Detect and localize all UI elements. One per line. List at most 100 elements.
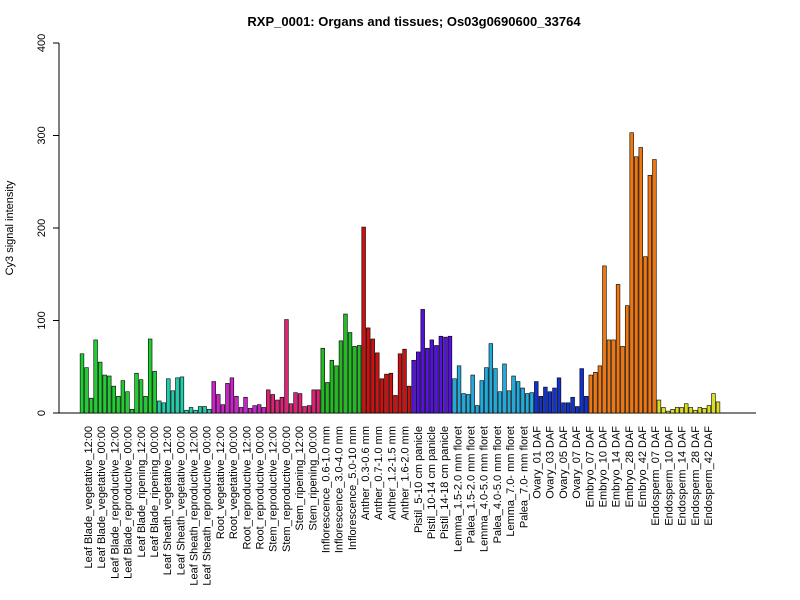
x-category-label: Leaf Blade_ripening_12:00 bbox=[136, 426, 148, 558]
bar-group-11 bbox=[588, 374, 593, 414]
x-category-label: Leaf Blade_vegetative_00:00 bbox=[96, 426, 108, 569]
bar-group-5 bbox=[266, 389, 271, 414]
bar-group-6 bbox=[334, 365, 339, 414]
x-category-label: Inflorescence_0.6-1.0 mm bbox=[320, 426, 332, 553]
bar-group-11 bbox=[602, 265, 607, 414]
bar-group-8 bbox=[416, 351, 421, 414]
bar-group-5 bbox=[284, 319, 289, 414]
bar-group-12 bbox=[674, 407, 680, 414]
bar-group-9 bbox=[511, 375, 516, 414]
bar-group-1 bbox=[120, 380, 126, 414]
bar-group-7 bbox=[397, 353, 403, 414]
bar-group-4 bbox=[234, 396, 239, 414]
x-category-label: Endosperm_28 DAF bbox=[690, 426, 702, 526]
bar-group-8 bbox=[425, 347, 430, 414]
x-category-label: Root_vegetative_00:00 bbox=[228, 426, 240, 539]
y-axis-ticks: 0 100 200 300 400 bbox=[36, 34, 59, 416]
bar-group-9 bbox=[525, 393, 530, 414]
bar-group-1 bbox=[111, 385, 116, 414]
bar-group-1 bbox=[107, 375, 112, 414]
y-tick-label: 200 bbox=[36, 219, 48, 237]
bar-group-2 bbox=[157, 400, 162, 414]
bar-group-9 bbox=[452, 378, 457, 414]
bar-group-1 bbox=[79, 353, 85, 414]
bar-group-4 bbox=[247, 408, 253, 414]
bar-group-6 bbox=[356, 345, 362, 414]
bar-group-11 bbox=[634, 156, 639, 414]
bar-group-5 bbox=[311, 389, 316, 414]
x-category-label: Lemma_4.0-5.0 mm floret bbox=[479, 426, 491, 552]
bar-group-9 bbox=[497, 391, 503, 414]
x-category-label: Leaf Blade_reproductive_00:00 bbox=[123, 426, 135, 579]
x-category-label: Palea_1.5-2.0 mm floret bbox=[466, 426, 478, 543]
x-category-label: Leaf Sheath_reproductive_00:00 bbox=[202, 426, 214, 586]
bar-group-3 bbox=[207, 408, 212, 414]
bar-group-6 bbox=[329, 359, 335, 414]
bar-group-9 bbox=[456, 365, 462, 414]
bar-group-7 bbox=[370, 338, 375, 414]
bar-group-5 bbox=[288, 403, 294, 414]
bar-group-3 bbox=[197, 406, 203, 414]
y-tick-label: 400 bbox=[36, 34, 48, 52]
bar-group-4 bbox=[243, 396, 248, 414]
bar-group-9 bbox=[479, 380, 484, 414]
bar-group-8 bbox=[411, 359, 416, 414]
bar-group-4 bbox=[238, 407, 244, 414]
bar-group-1 bbox=[98, 361, 103, 414]
bar-group-1 bbox=[88, 397, 94, 414]
x-category-label: Pistil_5-10 cm panicle bbox=[413, 426, 425, 533]
bar-group-11 bbox=[611, 339, 616, 414]
x-category-label: Ovary_03 DAF bbox=[545, 426, 557, 499]
bar-group-1 bbox=[125, 391, 130, 414]
x-category-label: Leaf Blade_reproductive_12:00 bbox=[109, 426, 121, 579]
bar-group-3 bbox=[188, 407, 194, 414]
x-category-label: Palea_4.0-5.0 mm floret bbox=[492, 426, 504, 543]
x-category-label: Embryo_07 DAF bbox=[584, 426, 596, 508]
x-category-label: Endosperm_14 DAF bbox=[677, 426, 689, 526]
bar-group-10 bbox=[584, 396, 589, 414]
bar-group-8 bbox=[447, 335, 453, 414]
bar-group-2 bbox=[161, 402, 166, 414]
bar-group-11 bbox=[629, 132, 634, 414]
y-tick-label: 100 bbox=[36, 311, 48, 329]
bar-group-4 bbox=[257, 404, 262, 414]
bar-group-11 bbox=[624, 305, 630, 414]
bar-group-7 bbox=[393, 395, 398, 414]
bar-group-4 bbox=[229, 377, 235, 414]
x-category-label: Endosperm_10 DAF bbox=[663, 426, 675, 526]
bar-group-10 bbox=[565, 402, 571, 414]
bar-group-4 bbox=[261, 407, 266, 414]
bar-group-12 bbox=[679, 407, 684, 414]
bar-group-12 bbox=[688, 407, 693, 414]
x-category-label: Stem_reproductive_00:00 bbox=[281, 426, 293, 552]
bar-group-1 bbox=[152, 371, 157, 414]
x-category-label: Anther_0.3-0.6 mm bbox=[360, 426, 372, 520]
bar-group-5 bbox=[306, 405, 312, 414]
x-category-label: Lemma_7.0- mm floret bbox=[505, 426, 517, 537]
x-category-label: Ovary_01 DAF bbox=[532, 426, 544, 499]
bar-group-9 bbox=[493, 368, 498, 414]
x-category-label: Palea_7.0- mm floret bbox=[518, 426, 530, 528]
bar-group-8 bbox=[420, 309, 425, 414]
bar-group-11 bbox=[638, 147, 643, 414]
bar-group-12 bbox=[661, 407, 666, 414]
bar-group-6 bbox=[338, 340, 344, 414]
bar-group-11 bbox=[620, 346, 625, 414]
bar-group-5 bbox=[270, 394, 275, 414]
bar-group-1 bbox=[147, 338, 153, 414]
bar-group-5 bbox=[279, 396, 285, 414]
x-category-label: Ovary_07 DAF bbox=[571, 426, 583, 499]
bar-group-12 bbox=[665, 410, 671, 414]
bar-group-9 bbox=[475, 405, 480, 414]
bar-group-10 bbox=[547, 391, 553, 414]
bar-group-2 bbox=[166, 378, 171, 414]
bar-group-7 bbox=[361, 226, 366, 414]
bar-group-11 bbox=[647, 174, 653, 414]
x-category-label: Stem_ripening_00:00 bbox=[307, 426, 319, 531]
bar-group-10 bbox=[575, 406, 580, 414]
bar-group-7 bbox=[375, 352, 380, 414]
bar-group-8 bbox=[429, 339, 434, 414]
x-category-label: Embryo_14 DAF bbox=[611, 426, 623, 508]
x-category-label: Anther_1.2-1.5 mm bbox=[386, 426, 398, 520]
bar-group-1 bbox=[138, 379, 144, 414]
